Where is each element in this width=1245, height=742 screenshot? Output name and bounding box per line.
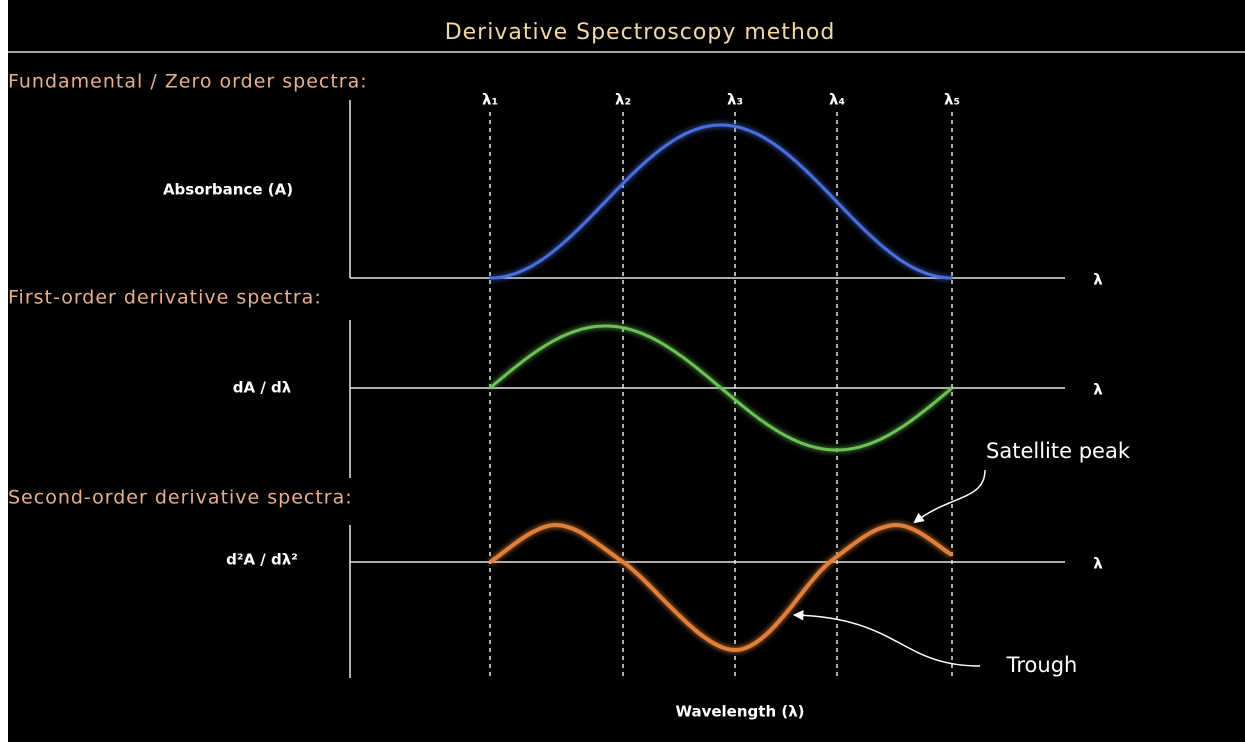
section-heading: Second-order derivative spectra: (8, 487, 353, 509)
annotation: Trough (1006, 653, 1078, 677)
marker-label: λ₂ (615, 91, 631, 109)
x-end-label: λ (1093, 555, 1103, 573)
x-end-label: λ (1093, 271, 1103, 289)
y-label: Absorbance (A) (163, 181, 293, 199)
annotation: Satellite peak (986, 439, 1131, 463)
background (8, 0, 1245, 742)
x-label: Wavelength (λ) (675, 703, 804, 721)
zero-order-curve (490, 123, 952, 280)
title: Derivative Spectroscopy method (445, 20, 836, 45)
first-order-curve (489, 324, 953, 452)
x-end-label: λ (1093, 381, 1103, 399)
y-label: dA / dλ (233, 379, 292, 397)
marker-label: λ₄ (829, 91, 845, 109)
second-order-curve (488, 522, 954, 653)
marker-label: λ₁ (482, 91, 498, 109)
marker-label: λ₅ (944, 91, 960, 109)
section-heading: First-order derivative spectra: (8, 287, 322, 309)
marker-label: λ₃ (727, 91, 743, 109)
annotation-arrow (792, 609, 981, 667)
section-heading: Fundamental / Zero order spectra: (8, 71, 368, 93)
annotation-arrow (913, 469, 986, 524)
y-label: d²A / dλ² (226, 551, 298, 569)
